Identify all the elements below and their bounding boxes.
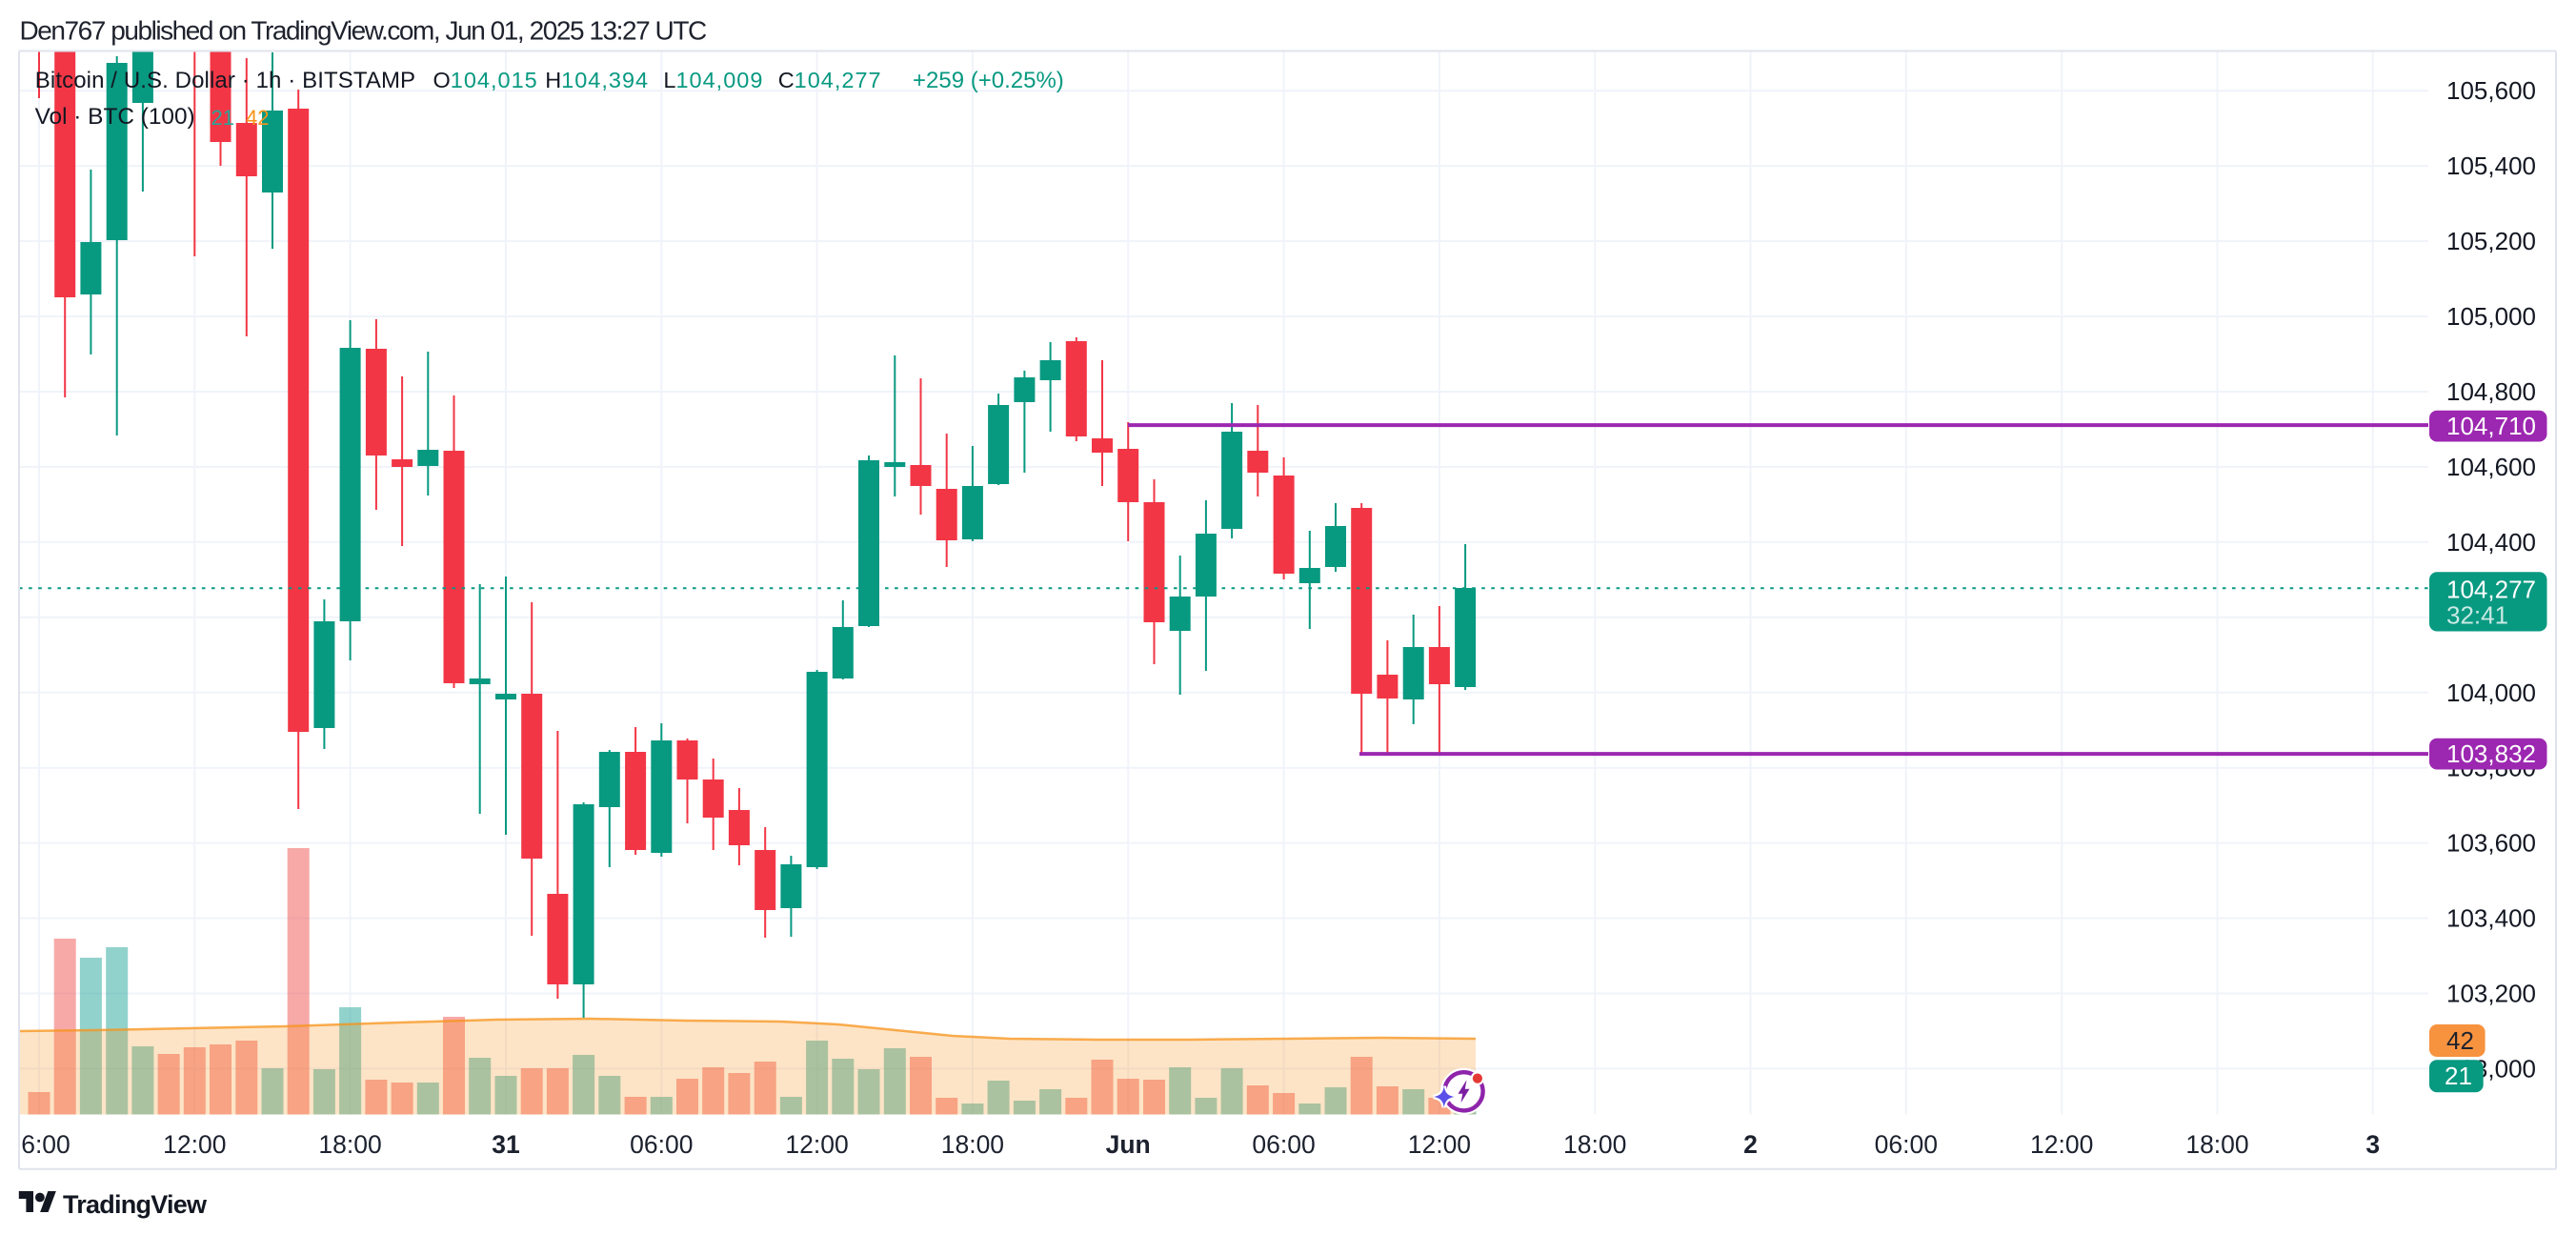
svg-text:18:00: 18:00 — [941, 1130, 1004, 1159]
svg-text:06:00: 06:00 — [1875, 1130, 1938, 1159]
svg-text:103,600: 103,600 — [2446, 829, 2536, 858]
svg-text:105,600: 105,600 — [2446, 76, 2536, 105]
svg-text:105,400: 105,400 — [2446, 152, 2536, 180]
svg-text:21: 21 — [211, 106, 234, 130]
svg-text:21: 21 — [2445, 1062, 2472, 1090]
svg-text:18:00: 18:00 — [318, 1130, 381, 1159]
svg-text:Den767 published on TradingVie: Den767 published on TradingView.com, Jun… — [20, 15, 707, 45]
svg-text:104,600: 104,600 — [2446, 453, 2536, 481]
svg-text:3: 3 — [2365, 1130, 2380, 1159]
svg-text:12:00: 12:00 — [785, 1130, 848, 1159]
svg-text:18:00: 18:00 — [2185, 1130, 2248, 1159]
svg-text:32:41: 32:41 — [2446, 600, 2508, 629]
svg-text:+259 (+0.25%): +259 (+0.25%) — [913, 68, 1064, 93]
svg-text:105,200: 105,200 — [2446, 227, 2536, 255]
svg-text:104,000: 104,000 — [2446, 678, 2536, 707]
svg-text:TradingView: TradingView — [63, 1190, 208, 1219]
svg-text:42: 42 — [2446, 1026, 2474, 1055]
svg-text:12:00: 12:00 — [163, 1130, 226, 1159]
svg-text:105,000: 105,000 — [2446, 302, 2536, 331]
svg-text:6:00: 6:00 — [21, 1130, 70, 1159]
svg-text:C104,277: C104,277 — [778, 68, 882, 92]
svg-text:H104,394: H104,394 — [545, 68, 649, 92]
svg-text:18:00: 18:00 — [1563, 1130, 1626, 1159]
svg-text:Bitcoin / U.S. Dollar · 1h · B: Bitcoin / U.S. Dollar · 1h · BITSTAMP — [35, 68, 415, 93]
svg-text:2: 2 — [1743, 1130, 1758, 1159]
svg-text:12:00: 12:00 — [1408, 1130, 1471, 1159]
svg-text:12:00: 12:00 — [2030, 1130, 2093, 1159]
svg-text:06:00: 06:00 — [630, 1130, 693, 1159]
svg-text:42: 42 — [246, 106, 269, 130]
svg-text:O104,015: O104,015 — [433, 68, 538, 92]
svg-text:103,400: 103,400 — [2446, 904, 2536, 933]
svg-text:L104,009: L104,009 — [663, 68, 763, 92]
svg-text:31: 31 — [492, 1130, 519, 1159]
svg-text:104,710: 104,710 — [2446, 412, 2536, 440]
svg-text:104,800: 104,800 — [2446, 377, 2536, 406]
svg-text:Vol · BTC (100): Vol · BTC (100) — [35, 104, 195, 130]
svg-text:103,200: 103,200 — [2446, 980, 2536, 1008]
svg-text:103,832: 103,832 — [2446, 739, 2536, 768]
svg-text:104,400: 104,400 — [2446, 528, 2536, 557]
svg-text:06:00: 06:00 — [1252, 1130, 1315, 1159]
svg-text:Jun: Jun — [1106, 1130, 1151, 1159]
svg-text:104,277: 104,277 — [2446, 575, 2536, 603]
